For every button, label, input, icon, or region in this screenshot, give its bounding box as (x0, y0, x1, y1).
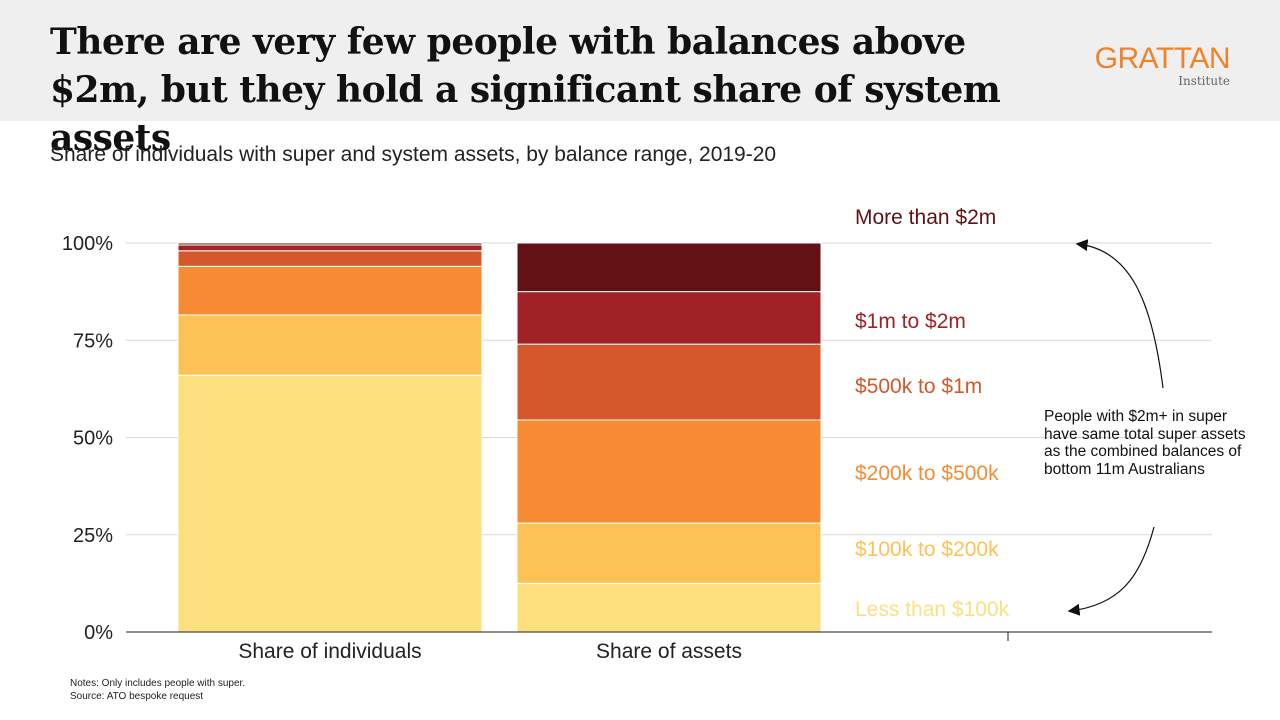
legend-label: Less than $100k (855, 598, 1010, 621)
bar-segment (516, 291, 822, 345)
bar-segment (177, 244, 483, 252)
bar-segment (177, 250, 483, 267)
page-title: There are very few people with balances … (50, 21, 1001, 159)
logo-subtitle: Institute (1178, 74, 1230, 88)
bar-segment (516, 522, 822, 584)
legend-label: $100k to $200k (855, 538, 999, 561)
bar-segment (177, 265, 483, 316)
bar-segment (516, 343, 822, 421)
grattan-logo: GRATTAN Institute (1094, 42, 1231, 89)
bar-segment (177, 242, 483, 246)
x-category-label: Share of assets (596, 640, 742, 663)
bar-segment (516, 242, 822, 293)
chart-notes: Notes: Only includes people with super. … (70, 677, 245, 703)
annotation-arrow-down (1067, 526, 1155, 616)
bar-segment (177, 314, 483, 376)
bar-segment (516, 419, 822, 524)
chart-subtitle: Share of individuals with super and syst… (50, 143, 777, 166)
bar-segment (516, 582, 822, 633)
legend-label: More than $2m (855, 206, 996, 229)
y-tick-label: 75% (73, 330, 113, 352)
notes-line: Notes: Only includes people with super. (70, 678, 246, 689)
legend-label: $1m to $2m (855, 310, 966, 333)
y-tick-label: 100% (62, 233, 113, 255)
y-tick-label: 25% (73, 525, 113, 547)
annotation-arrow-up (1075, 239, 1164, 389)
source-line: Source: ATO bespoke request (70, 691, 204, 702)
logo-wordmark: GRATTAN (1094, 42, 1231, 75)
x-category-label: Share of individuals (238, 640, 421, 663)
y-tick-label: 0% (84, 622, 113, 644)
legend-label: $500k to $1m (855, 375, 982, 398)
legend-label: $200k to $500k (855, 462, 999, 485)
chart-annotation: People with $2m+ in super have same tota… (1044, 408, 1246, 478)
header-band: There are very few people with balances … (0, 0, 1280, 159)
bar-segment (177, 374, 483, 633)
y-tick-label: 50% (73, 428, 113, 450)
